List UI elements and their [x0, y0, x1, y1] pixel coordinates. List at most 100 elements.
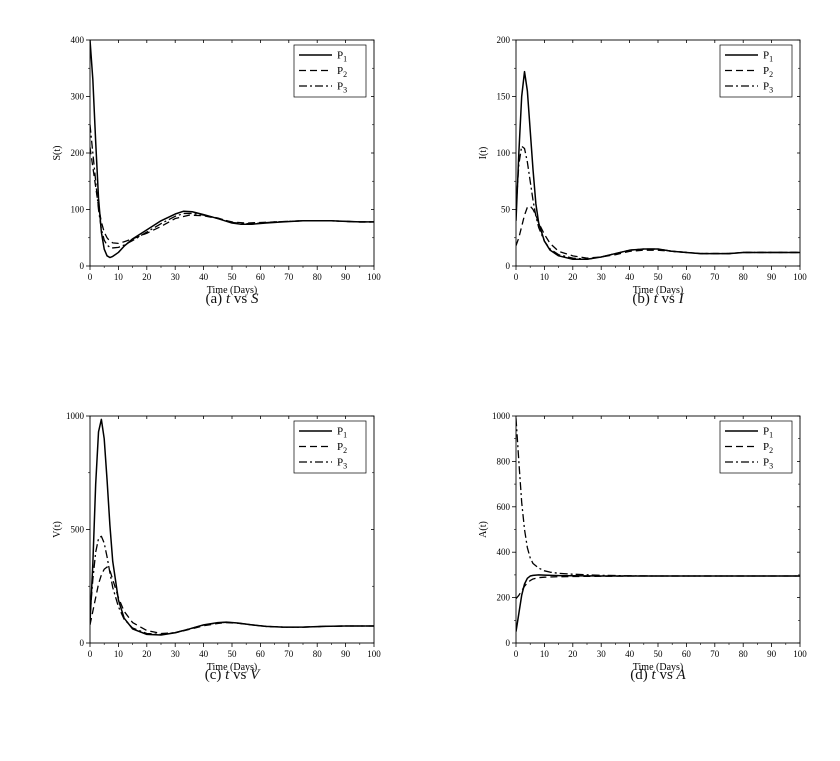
y-tick-label: 150: [497, 92, 511, 102]
y-tick-label: 0: [80, 261, 85, 271]
caption-b: (b) t vs I: [632, 291, 684, 307]
y-tick-label: 200: [497, 35, 511, 45]
legend-label-p2: P2: [763, 441, 773, 455]
x-tick-label: 70: [284, 272, 294, 282]
x-tick-label: 10: [540, 649, 550, 659]
x-tick-label: 40: [199, 272, 209, 282]
x-tick-label: 100: [793, 649, 807, 659]
x-tick-label: 60: [682, 649, 692, 659]
series-line-p1: [516, 70, 800, 260]
legend-label-p3: P3: [763, 457, 773, 471]
x-tick-label: 20: [568, 649, 578, 659]
y-tick-label: 300: [71, 92, 85, 102]
caption-d: (d) t vs A: [630, 667, 686, 683]
x-tick-label: 20: [142, 649, 152, 659]
x-tick-label: 90: [341, 272, 351, 282]
y-axis-label: S(t): [52, 146, 63, 161]
y-tick-label: 100: [497, 148, 511, 158]
y-tick-label: 100: [71, 205, 85, 215]
x-tick-label: 60: [682, 272, 692, 282]
y-tick-label: 200: [497, 593, 511, 603]
y-tick-label: 400: [71, 35, 85, 45]
x-tick-label: 30: [171, 649, 181, 659]
series-line-p3: [516, 418, 800, 577]
x-tick-label: 80: [739, 649, 749, 659]
x-tick-label: 50: [228, 649, 238, 659]
chart-panel-d: 0 10 20 30 40 50 60 70 80 90 10002004006008001000T…: [478, 411, 807, 673]
chart-panel-a: 0 10 20 30 40 50 60 70 80 90 100 0 100 200 300 400 Time …: [52, 35, 381, 296]
legend-label-p2: P2: [337, 441, 347, 455]
plot-frame: [89, 415, 375, 644]
x-tick-label: 40: [199, 649, 209, 659]
chart-panel-b: 0 10 20 30 40 50 60 70 80 90 100 0 50 100 150 200 Time (…: [478, 35, 807, 296]
y-tick-label: 400: [497, 547, 511, 557]
x-tick-label: 20: [568, 272, 578, 282]
y-axis-label: V(t): [52, 521, 63, 538]
legend-label-p1: P1: [337, 50, 347, 64]
caption-c: (c) t vs V: [204, 667, 260, 683]
legend-label-p3: P3: [337, 81, 347, 95]
series-line-p3: [516, 145, 800, 260]
y-axis-label: I(t): [478, 147, 489, 160]
y-axis-label: A(t): [478, 521, 489, 538]
x-tick-label: 90: [767, 272, 777, 282]
y-tick-label: 0: [506, 261, 511, 271]
x-tick-label: 20: [142, 272, 152, 282]
legend-label-p3: P3: [763, 81, 773, 95]
caption-a: (a) t vs S: [205, 291, 259, 307]
legend-label-p3: P3: [337, 457, 347, 471]
x-tick-label: 40: [625, 649, 635, 659]
series-line-p1: [516, 574, 800, 632]
x-tick-label: 60: [256, 272, 266, 282]
y-tick-label: 1000: [492, 411, 511, 421]
x-tick-label: 90: [767, 649, 777, 659]
x-tick-label: 10: [540, 272, 550, 282]
y-tick-label: 50: [501, 205, 511, 215]
x-tick-label: 60: [256, 649, 266, 659]
x-tick-label: 80: [739, 272, 749, 282]
y-tick-label: 0: [506, 638, 511, 648]
y-tick-label: 600: [497, 502, 511, 512]
x-tick-label: 40: [625, 272, 635, 282]
series-line-p3: [90, 124, 374, 249]
x-tick-label: 0: [514, 272, 519, 282]
x-tick-label: 70: [710, 272, 720, 282]
legend-label-p2: P2: [337, 65, 347, 79]
y-tick-label: 1000: [66, 411, 85, 421]
x-axis-label: Time (Days): [207, 662, 257, 673]
legend-label-p2: P2: [763, 65, 773, 79]
y-tick-label: 800: [497, 456, 511, 466]
legend-label-p1: P1: [337, 426, 347, 440]
series-line-p2: [90, 566, 374, 635]
x-axis-label: Time (Days): [633, 285, 683, 296]
plot-frame: [515, 415, 801, 644]
x-tick-label: 50: [228, 272, 238, 282]
series-line-p2: [90, 147, 374, 245]
x-tick-label: 100: [793, 272, 807, 282]
x-tick-label: 70: [284, 649, 294, 659]
x-tick-label: 100: [367, 649, 381, 659]
x-tick-label: 80: [313, 272, 323, 282]
legend-label-p1: P1: [763, 50, 773, 64]
x-tick-label: 30: [597, 272, 607, 282]
x-tick-label: 70: [710, 649, 720, 659]
x-tick-label: 0: [88, 649, 93, 659]
x-tick-label: 0: [88, 272, 93, 282]
x-tick-label: 0: [514, 649, 519, 659]
x-tick-label: 10: [114, 649, 124, 659]
x-axis-label: Time (Days): [207, 285, 257, 296]
plot-frame: [89, 39, 375, 267]
x-tick-label: 100: [367, 272, 381, 282]
series-line-p2: [516, 575, 800, 600]
y-tick-label: 200: [71, 148, 85, 158]
y-tick-label: 0: [80, 638, 85, 648]
legend-label-p1: P1: [763, 426, 773, 440]
series-line-p3: [90, 535, 374, 636]
x-tick-label: 30: [597, 649, 607, 659]
